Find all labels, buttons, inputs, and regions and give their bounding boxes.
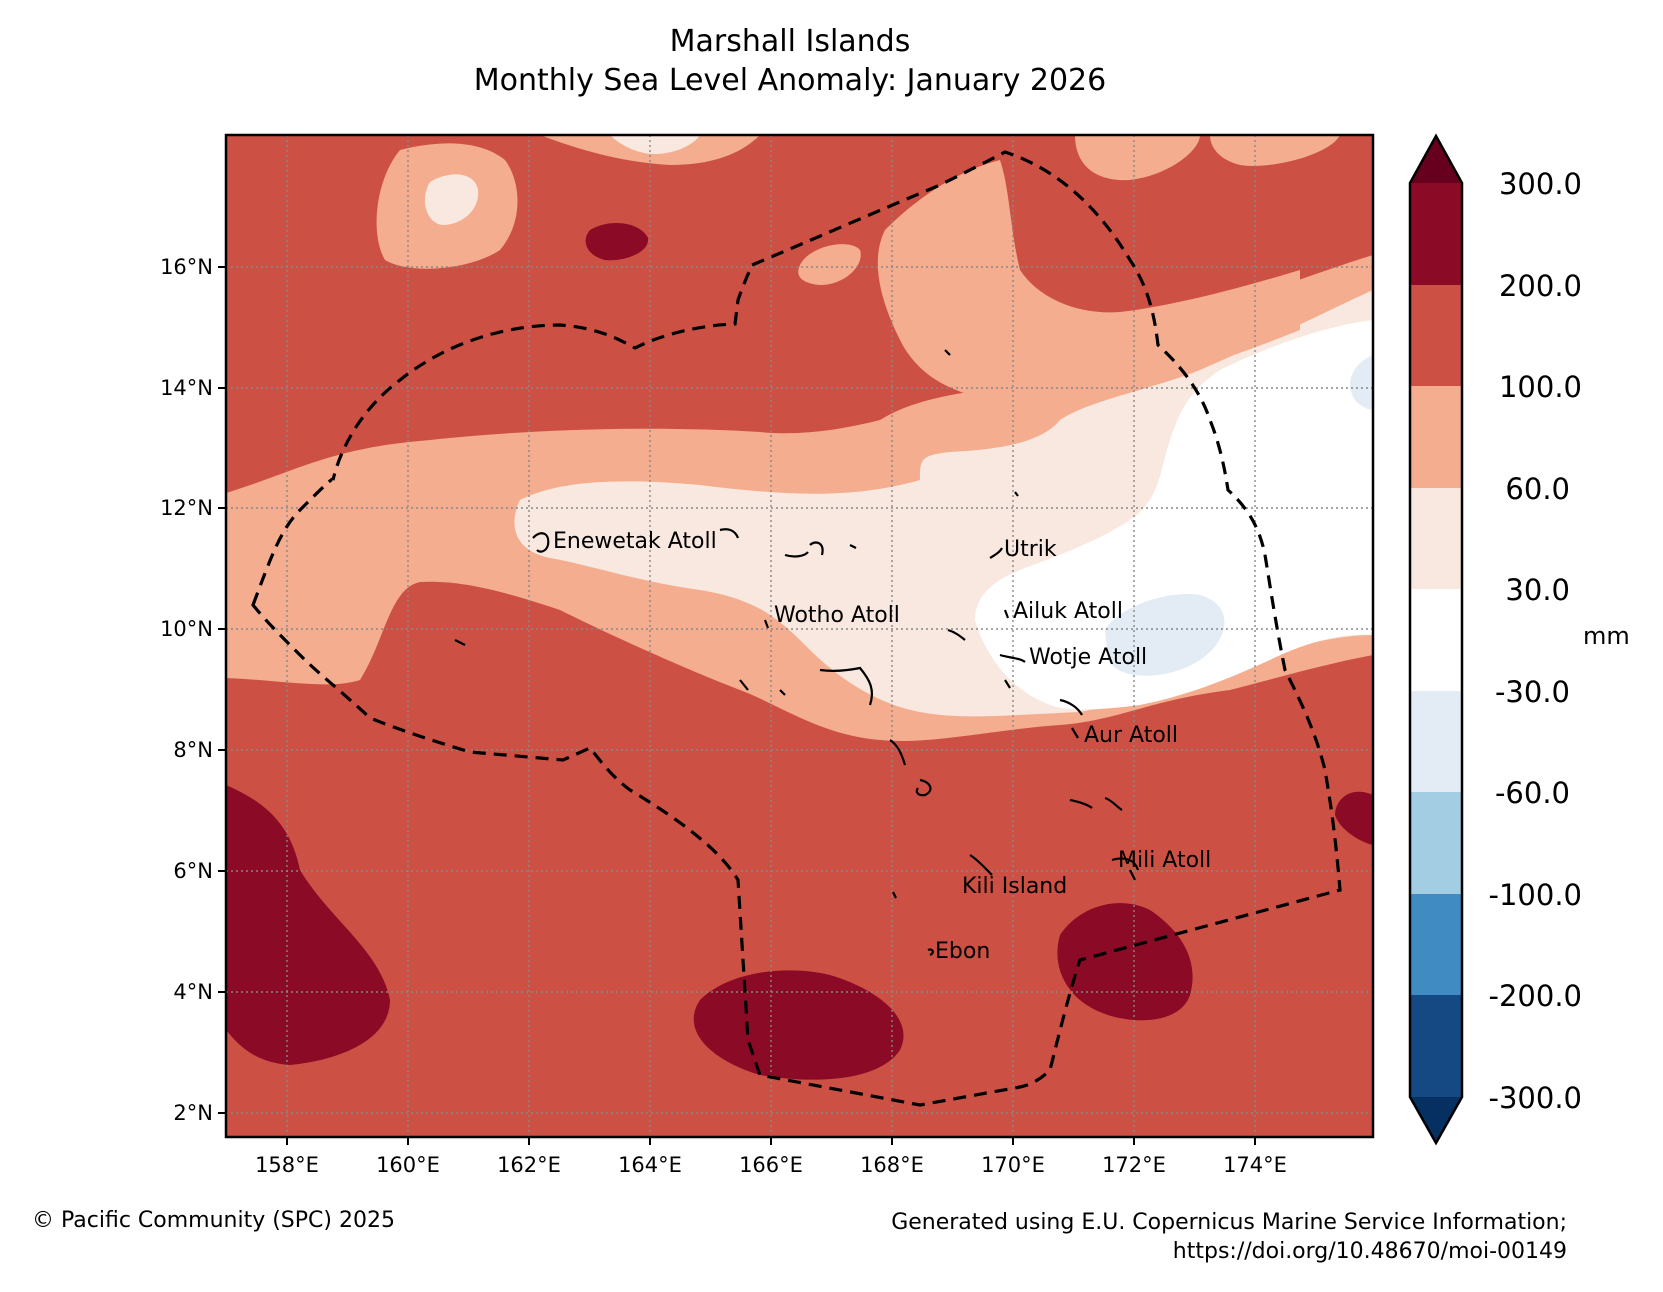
data-source-footer: Generated using E.U. Copernicus Marine S… [891,1208,1567,1266]
island-outlines [454,349,1140,957]
y-tick-label: 12°N [160,496,213,520]
place-label-enewetak: Enewetak Atoll [553,529,717,554]
island-bikini [719,528,740,539]
island-wotho [763,619,770,629]
place-label-ebon: Ebon [935,939,990,964]
colorbar-extend-top [1410,136,1462,183]
anomaly-band-neg30-neg60 [1350,355,1373,410]
x-tick-label: 160°E [376,1153,440,1177]
anomaly-band-200-300 [1057,903,1193,1021]
copyright-footer: © Pacific Community (SPC) 2025 [32,1208,395,1233]
anomaly-band-60-100 [1075,135,1200,181]
place-label-mili: Mili Atoll [1118,848,1211,873]
anomaly-band-200-300 [226,785,390,1065]
colorbar-unit: mm [1583,622,1630,650]
data-source-line-1: Generated using E.U. Copernicus Marine S… [891,1210,1567,1235]
y-tick-label: 10°N [160,617,213,641]
island-mili [1111,857,1140,871]
colorbar-segment-neg200-neg100 [1410,894,1462,995]
colorbar-label: -300.0 [1489,1081,1583,1115]
colorbar-outline [1408,133,1464,1146]
colorbar-segment-30-60 [1410,488,1462,589]
x-tick-label: 166°E [739,1153,803,1177]
colorbar: 300.0 200.0 100.0 60.0 30.0 -30.0 -60.0 … [1408,133,1630,1146]
anomaly-band-60-100 [877,160,1300,405]
x-tick-label: 158°E [255,1153,319,1177]
y-tick-label: 8°N [173,738,213,762]
colorbar-label: 100.0 [1499,370,1582,404]
island-utrik [989,547,1003,559]
title-line-1: Marshall Islands [669,24,911,59]
title-line-2: Monthly Sea Level Anomaly: January 2026 [473,63,1107,98]
colorbar-segment-neg300-neg200 [1410,995,1462,1097]
data-source-line-2: https://doi.org/10.48670/moi-00149 [1172,1239,1567,1264]
place-label-ailuk: Ailuk Atoll [1013,599,1123,624]
place-label-utrik: Utrik [1004,537,1057,562]
place-labels: Enewetak Atoll Wotho Atoll Utrik Ailuk A… [553,529,1211,964]
place-label-wotho: Wotho Atoll [774,603,900,628]
place-label-aur: Aur Atoll [1084,723,1178,748]
y-tick-label: 16°N [160,255,213,279]
y-tick-label: 14°N [160,376,213,400]
island-ebon [927,948,934,957]
anomaly-band-60-100 [1210,135,1340,166]
colorbar-label: -200.0 [1489,979,1583,1013]
colorbar-label: 30.0 [1505,573,1570,607]
x-tick-label: 172°E [1102,1153,1166,1177]
anomaly-band-200-300 [693,970,904,1080]
colorbar-extend-bottom [1410,1097,1462,1143]
island-wotje [999,653,1026,663]
colorbar-label: -60.0 [1495,776,1570,810]
eez-boundary [251,150,1342,1107]
x-tick-label: 164°E [618,1153,682,1177]
anomaly-band-neg30-neg60 [1105,594,1225,676]
y-tick-label: 4°N [173,980,213,1004]
colorbar-segment-100-200 [1410,285,1462,386]
anomaly-band-200-300 [585,223,649,261]
anomaly-band-60-100 [798,244,861,285]
map-frame [224,133,1375,1139]
anomaly-band-30-60 [610,135,700,155]
anomaly-band-30-60 [424,174,479,225]
x-tick-label: 170°E [981,1153,1045,1177]
y-tick-label: 6°N [173,859,213,883]
colorbar-segment-neg100-neg60 [1410,792,1462,894]
island-ailuk [1003,609,1010,619]
x-tick-label: 168°E [860,1153,924,1177]
island-enewetak [532,532,550,553]
anomaly-contours [226,135,1373,1137]
colorbar-segment-neg60-neg30 [1410,691,1462,792]
gridlines [226,135,1373,1137]
island-aur [1071,727,1079,739]
colorbar-label: 300.0 [1499,167,1582,201]
colorbar-label: 200.0 [1499,269,1582,303]
x-tick-label: 174°E [1223,1153,1287,1177]
chart-title: Marshall Islands Monthly Sea Level Anoma… [0,22,1580,100]
x-tick-label: 162°E [497,1153,561,1177]
x-tick-labels: 158°E 160°E 162°E 164°E 166°E 168°E 170°… [255,1153,1287,1177]
colorbar-label: -100.0 [1489,878,1583,912]
anomaly-band-200-300 [1335,791,1373,845]
axis-ticks [218,266,1256,1145]
colorbar-segment-200-300 [1410,183,1462,285]
colorbar-label: 60.0 [1505,472,1570,506]
colorbar-label: -30.0 [1495,675,1570,709]
place-label-wotje: Wotje Atoll [1029,645,1147,670]
anomaly-band-neutral [975,320,1373,710]
place-label-kili: Kili Island [962,874,1067,899]
colorbar-segment-neg30-30 [1410,589,1462,691]
y-tick-labels: 2°N 4°N 6°N 8°N 10°N 12°N 14°N 16°N [160,255,213,1125]
y-tick-label: 2°N [173,1101,213,1125]
colorbar-segment-60-100 [1410,386,1462,488]
colorbar-tick-labels: 300.0 200.0 100.0 60.0 30.0 -30.0 -60.0 … [1489,167,1583,1115]
